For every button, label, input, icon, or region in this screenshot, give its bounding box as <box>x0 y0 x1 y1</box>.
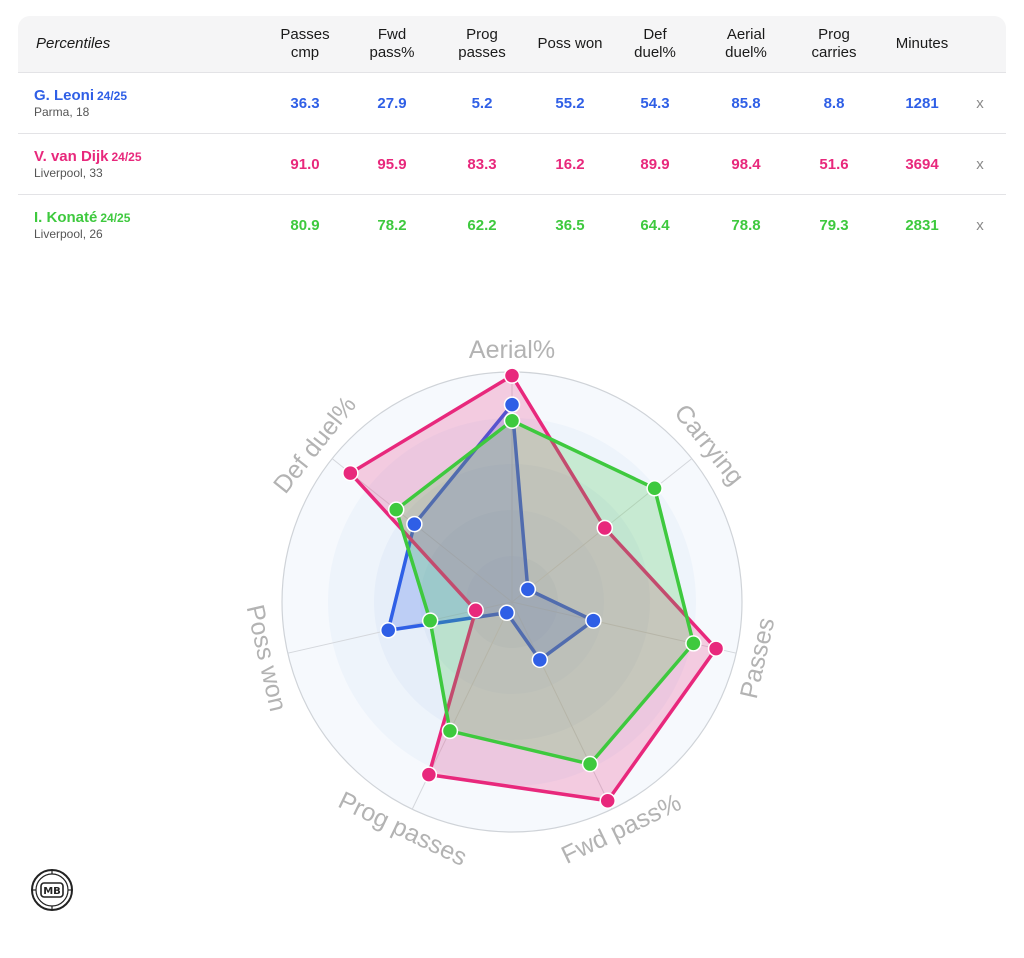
table-row: V. van Dijk 24/25 Liverpool, 33 91.0 95.9 83.… <box>18 134 1006 195</box>
data-point <box>420 766 438 783</box>
value-passes-cmp: 36.3 <box>290 94 320 112</box>
data-point <box>467 602 484 619</box>
remove-player-button[interactable]: x <box>976 216 984 234</box>
header-percentiles: Percentiles <box>36 35 111 52</box>
header-passes-cmp: Passes cmp <box>280 26 330 61</box>
data-point <box>599 792 616 809</box>
player-cell: G. Leoni 24/25 Parma, 18 <box>34 87 127 119</box>
header-def-duel: Def duel% <box>634 26 676 61</box>
axis-label: Aerial% <box>469 336 555 364</box>
value-minutes: 3694 <box>905 155 939 173</box>
player-season: 24/25 <box>100 211 131 225</box>
value-def-duel: 54.3 <box>640 94 670 112</box>
value-poss-won: 36.5 <box>555 216 585 234</box>
value-aerial-duel: 98.4 <box>731 155 761 173</box>
data-point <box>498 604 516 622</box>
value-passes-cmp: 80.9 <box>290 216 320 234</box>
series-area <box>394 419 696 766</box>
value-passes-cmp: 91.0 <box>290 155 320 173</box>
data-point <box>596 519 614 537</box>
player-cell: V. van Dijk 24/25 Liverpool, 33 <box>34 148 142 180</box>
remove-player-button[interactable]: x <box>976 155 984 173</box>
header-prog-passes: Prog passes <box>458 26 506 61</box>
data-point <box>646 480 663 497</box>
value-prog-passes: 5.2 <box>471 94 493 112</box>
data-point <box>685 635 702 652</box>
axis-label: Passes <box>735 615 781 701</box>
data-point <box>581 755 599 773</box>
value-prog-passes: 83.3 <box>467 155 497 173</box>
value-minutes: 2831 <box>905 216 939 234</box>
data-point <box>585 612 602 629</box>
player-name[interactable]: G. Leoni 24/25 <box>34 87 128 104</box>
data-point <box>503 396 521 413</box>
header-poss-won: Poss won <box>537 35 603 52</box>
value-aerial-duel: 78.8 <box>731 216 761 234</box>
value-def-duel: 89.9 <box>640 155 670 173</box>
player-cell: I. Konaté 24/25 Liverpool, 26 <box>34 209 130 241</box>
value-prog-carries: 51.6 <box>819 155 849 173</box>
player-club-age: Parma, 18 <box>34 105 90 119</box>
data-point <box>503 367 521 384</box>
value-def-duel: 64.4 <box>640 216 670 234</box>
data-point <box>421 612 439 629</box>
value-aerial-duel: 85.8 <box>731 94 761 112</box>
mb-logo: MB <box>30 868 74 912</box>
value-minutes: 1281 <box>905 94 939 112</box>
data-point <box>387 501 405 518</box>
table-header: Percentiles Passes cmp Fwd pass% Prog pa… <box>18 16 1006 73</box>
data-point <box>406 515 423 533</box>
header-aerial-duel: Aerial duel% <box>725 26 767 61</box>
value-prog-carries: 8.8 <box>823 94 845 112</box>
table-row: G. Leoni 24/25 Parma, 18 36.3 27.9 5.2 55.2 54.… <box>18 73 1006 134</box>
value-poss-won: 55.2 <box>555 94 585 112</box>
radar-spoke <box>511 601 613 810</box>
data-point <box>379 622 397 639</box>
data-point <box>519 581 537 598</box>
player-name[interactable]: V. van Dijk 24/25 <box>34 148 142 165</box>
value-prog-carries: 79.3 <box>819 216 849 234</box>
value-fwd-pass: 95.9 <box>377 155 407 173</box>
percentiles-table: Percentiles Passes cmp Fwd pass% Prog pa… <box>18 16 1006 255</box>
player-club-age: Liverpool, 26 <box>34 227 103 241</box>
data-point <box>531 651 549 669</box>
radar-spoke <box>331 458 513 603</box>
player-club-age: Liverpool, 33 <box>34 166 103 180</box>
data-point <box>441 722 459 740</box>
table-row: I. Konaté 24/25 Liverpool, 26 80.9 78.2 62.2 3… <box>18 195 1006 255</box>
header-fwd-pass: Fwd pass% <box>369 26 415 61</box>
value-prog-passes: 62.2 <box>467 216 497 234</box>
logo-text: MB <box>43 886 61 897</box>
remove-player-button[interactable]: x <box>976 94 984 112</box>
value-fwd-pass: 27.9 <box>377 94 407 112</box>
player-name[interactable]: I. Konaté 24/25 <box>34 209 131 226</box>
series-area <box>386 402 596 662</box>
header-prog-carries: Prog carries <box>811 26 857 61</box>
value-fwd-pass: 78.2 <box>377 216 407 234</box>
data-point <box>707 640 725 657</box>
player-season: 24/25 <box>111 150 142 164</box>
header-minutes: Minutes <box>895 35 949 52</box>
value-poss-won: 16.2 <box>555 155 585 173</box>
data-point <box>503 412 521 430</box>
data-point <box>342 464 359 482</box>
player-season: 24/25 <box>97 89 128 103</box>
